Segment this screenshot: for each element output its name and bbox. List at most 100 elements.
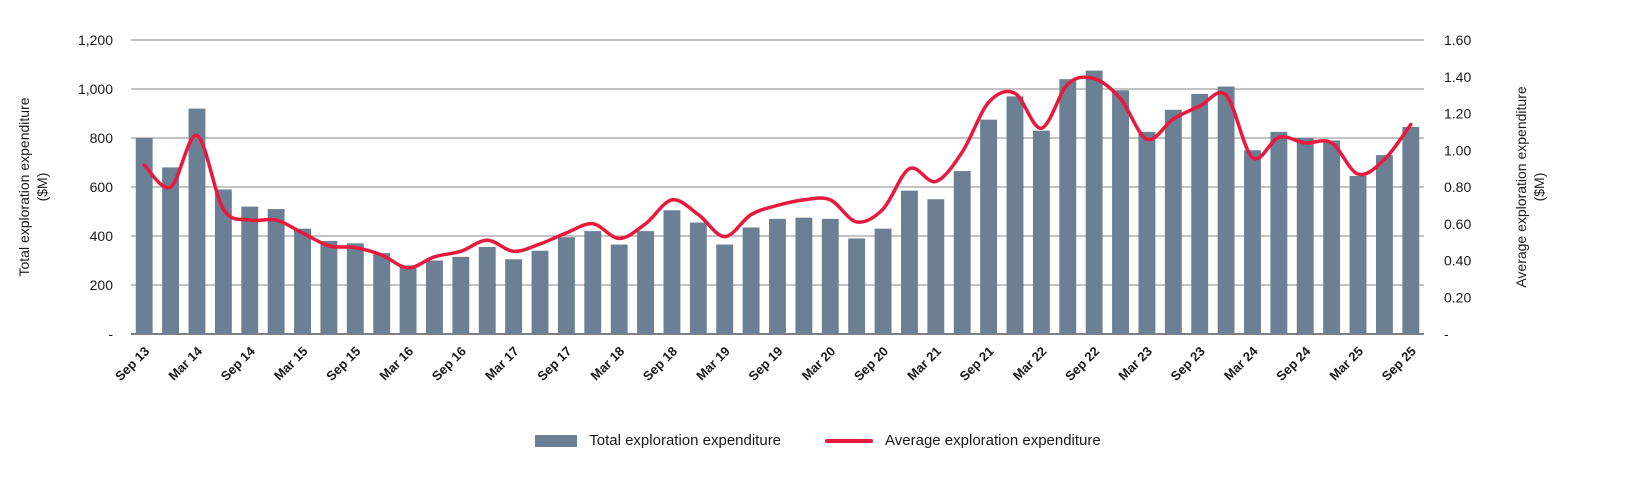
x-tick-label: Sep 18 [640,344,680,384]
bar [320,240,338,334]
bar [162,167,180,334]
bar [927,199,945,334]
bar [1085,70,1103,334]
chart-svg: - 200 400 600 800 1,000 1,200 - 0.20 0.40 0.60 0.8… [16,32,1547,384]
bar [953,171,971,334]
bar [373,253,391,334]
bar [1164,109,1182,334]
bar [241,206,259,334]
bar [214,189,232,334]
legend: Total exploration expenditure Average ex… [0,432,1636,449]
bar [1375,155,1393,334]
bar [346,243,364,334]
bar [1032,130,1050,334]
x-tick-label: Mar 18 [588,344,628,384]
bar [637,231,655,334]
bar [980,119,998,334]
x-tick-label: Mar 24 [1221,343,1261,383]
bar [689,222,707,334]
bar [1112,90,1129,334]
bar [1270,131,1288,334]
bar [1296,138,1314,334]
x-tick-label: Mar 15 [271,344,311,384]
bar [769,218,786,334]
left-tick-label: 600 [90,179,114,195]
bar [478,247,496,334]
bar [795,217,813,334]
bar [1059,79,1077,334]
x-tick-label: Sep 15 [323,344,363,384]
bar [1402,126,1420,334]
x-axis-ticks: Sep 13 Mar 14 Sep 14 Mar 15 Sep 15 Mar 16 Sep … [112,343,1419,384]
left-axis-title: Total exploration expenditure ($M) [16,97,50,276]
x-tick-label: Sep 24 [1273,343,1314,384]
bar [557,237,575,334]
left-axis-ticks: - 200 400 600 800 1,000 1,200 [78,32,113,342]
x-tick-label: Sep 19 [745,344,785,384]
bar [294,228,311,334]
bar [1323,140,1341,334]
right-tick-label: 1.20 [1444,106,1471,122]
bar [663,210,681,334]
bar [848,238,866,334]
bar [1191,93,1209,335]
right-tick-label: 1.00 [1444,142,1471,158]
left-tick-label: 1,000 [78,81,113,97]
bar-series [135,70,1420,335]
x-tick-label: Sep 14 [218,343,259,384]
legend-item-average: Average exploration expenditure [825,432,1101,449]
bar [531,250,549,334]
left-tick-label: 1,200 [78,32,113,48]
x-tick-label: Mar 20 [799,344,839,384]
ylabel-right-line: Average exploration expenditure [1513,86,1529,288]
x-tick-label: Sep 23 [1168,344,1208,384]
bar [584,231,602,334]
x-tick-label: Mar 16 [376,344,416,384]
bar [135,138,153,334]
left-tick-label: 800 [90,130,114,146]
legend-label-average: Average exploration expenditure [885,432,1101,449]
x-tick-label: Sep 22 [1062,344,1102,384]
legend-line-swatch [825,438,874,443]
x-tick-label: Mar 25 [1326,344,1366,384]
ylabel-right-line: ($M) [1531,173,1547,202]
legend-item-total: Total exploration expenditure [535,432,781,449]
right-tick-label: 1.40 [1444,69,1471,85]
line-series [142,75,1413,270]
x-tick-label: Mar 14 [165,343,205,383]
x-tick-label: Sep 21 [956,344,996,384]
x-tick-label: Mar 17 [482,344,522,384]
bar [426,260,443,334]
x-tick-label: Mar 23 [1115,344,1155,384]
right-tick-label: 0.80 [1444,179,1471,195]
x-tick-label: Mar 22 [1010,344,1050,384]
bar [1349,175,1367,334]
x-tick-label: Sep 25 [1379,344,1419,384]
gridlines [131,39,1424,335]
bar [1006,96,1024,334]
bar [1217,86,1235,334]
right-axis-ticks: - 0.20 0.40 0.60 0.80 1.00 1.20 1.40 1.60 [1444,32,1471,342]
left-tick-label: 400 [90,228,114,244]
bar [742,227,760,334]
bar [716,244,734,334]
bar [874,228,892,334]
right-axis-title: Average exploration expenditure ($M) [1513,86,1547,288]
x-tick-label: Sep 20 [851,344,891,384]
bar [399,265,417,334]
legend-bar-swatch [535,434,578,447]
x-tick-label: Sep 16 [429,344,469,384]
right-tick-label: - [1444,326,1449,342]
right-tick-label: 0.20 [1444,289,1471,305]
bar [267,209,285,334]
bar [1138,131,1156,334]
legend-label-total: Total exploration expenditure [589,432,782,449]
bar [452,256,470,334]
x-tick-label: Mar 21 [904,344,944,384]
bar [610,244,628,334]
ylabel-left-line: ($M) [34,173,50,202]
x-tick-label: Mar 19 [693,344,733,384]
bar [1244,150,1261,334]
right-tick-label: 0.40 [1444,253,1471,269]
